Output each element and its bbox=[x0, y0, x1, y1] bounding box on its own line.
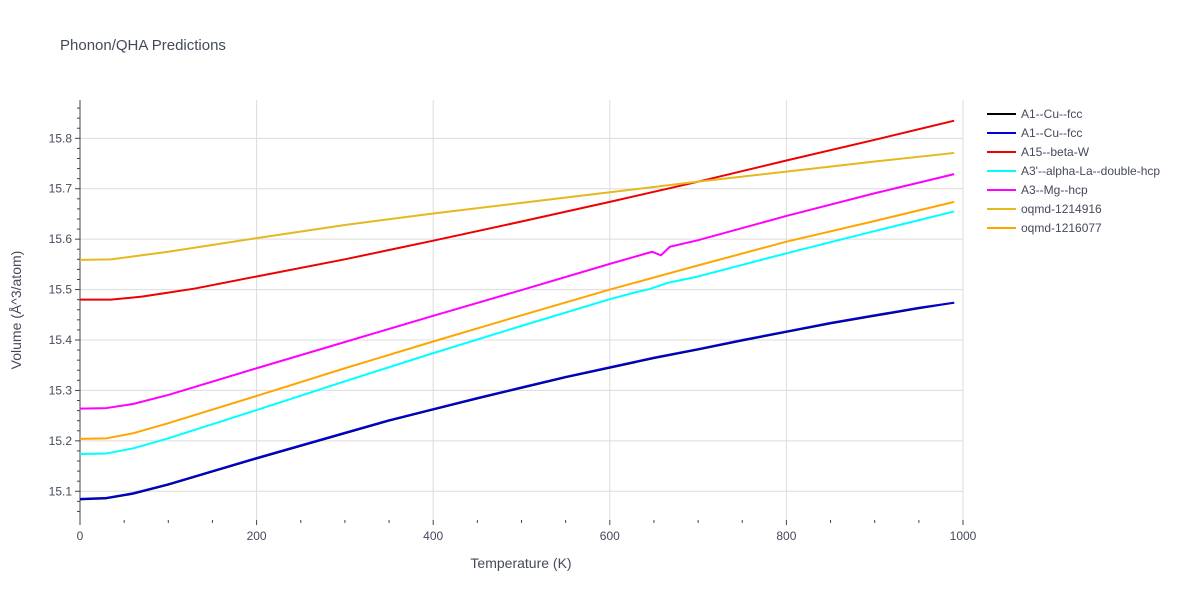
legend[interactable]: A1--Cu--fcc A1--Cu--fcc A15--beta-W A3'--al… bbox=[987, 107, 1160, 235]
series-line-0 bbox=[79, 301, 955, 501]
legend-label: A1--Cu--fcc bbox=[1021, 107, 1082, 121]
legend-label: A1--Cu--fcc bbox=[1021, 126, 1082, 140]
y-tick-label: 15.4 bbox=[49, 333, 73, 347]
x-tick-label: 1000 bbox=[950, 529, 977, 543]
legend-label: A3'--alpha-La--double-hcp bbox=[1021, 164, 1160, 178]
x-axis-title: Temperature (K) bbox=[470, 555, 571, 571]
y-tick-label: 15.5 bbox=[49, 283, 73, 297]
legend-item-6[interactable]: oqmd-1216077 bbox=[987, 221, 1102, 235]
legend-label: oqmd-1216077 bbox=[1021, 221, 1102, 235]
legend-item-2[interactable]: A15--beta-W bbox=[987, 145, 1090, 159]
legend-label: oqmd-1214916 bbox=[1021, 202, 1102, 216]
plot-area bbox=[79, 119, 955, 501]
axes: 0 200 400 600 800 1000 15.1 15.2 15.3 15.4 15.5 15.… bbox=[49, 100, 977, 543]
y-axis-title: Volume (Å^3/atom) bbox=[8, 251, 24, 370]
series-line-2 bbox=[80, 119, 955, 301]
x-tick-label: 0 bbox=[77, 529, 84, 543]
legend-item-5[interactable]: oqmd-1214916 bbox=[987, 202, 1102, 216]
y-tick-label: 15.3 bbox=[49, 383, 73, 397]
y-tick-label: 15.6 bbox=[49, 232, 73, 246]
series-line-1 bbox=[79, 301, 955, 500]
legend-item-1[interactable]: A1--Cu--fcc bbox=[987, 126, 1082, 140]
series-line-4 bbox=[79, 173, 955, 410]
y-tick-label: 15.8 bbox=[49, 131, 73, 145]
grid bbox=[80, 100, 964, 520]
x-tick-label: 200 bbox=[247, 529, 267, 543]
x-tick-label: 400 bbox=[423, 529, 443, 543]
series-line-6 bbox=[79, 200, 955, 440]
chart-title: Phonon/QHA Predictions bbox=[60, 37, 226, 54]
legend-item-4[interactable]: A3--Mg--hcp bbox=[987, 183, 1088, 197]
y-tick-label: 15.7 bbox=[49, 182, 73, 196]
series-line-5 bbox=[79, 151, 955, 261]
legend-item-3[interactable]: A3'--alpha-La--double-hcp bbox=[987, 164, 1160, 178]
series-line-3 bbox=[79, 210, 955, 455]
legend-label: A15--beta-W bbox=[1021, 145, 1090, 159]
y-tick-label: 15.2 bbox=[49, 434, 73, 448]
y-tick-label: 15.1 bbox=[49, 484, 73, 498]
x-tick-label: 800 bbox=[776, 529, 796, 543]
legend-label: A3--Mg--hcp bbox=[1021, 183, 1088, 197]
legend-item-0[interactable]: A1--Cu--fcc bbox=[987, 107, 1082, 121]
x-tick-label: 600 bbox=[600, 529, 620, 543]
